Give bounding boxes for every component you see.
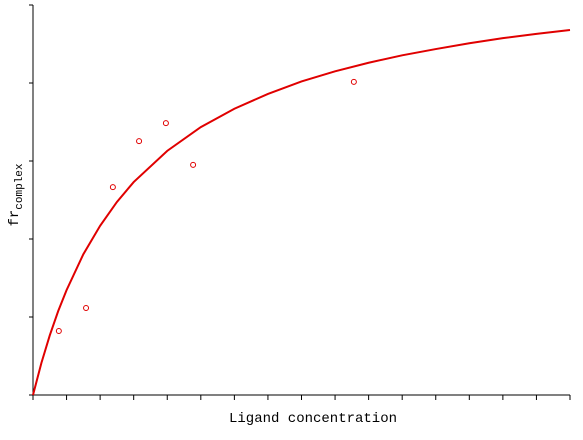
data-point xyxy=(162,120,169,127)
data-point xyxy=(55,328,62,335)
y-label-sub: complex xyxy=(14,163,26,210)
x-axis-label: Ligand concentration xyxy=(229,411,397,427)
y-axis-label: frcomplex xyxy=(7,163,26,226)
fit-curve xyxy=(32,28,571,396)
data-point xyxy=(190,161,197,168)
y-label-main: fr xyxy=(7,210,23,227)
data-point xyxy=(136,138,143,145)
data-point xyxy=(83,305,90,312)
data-point xyxy=(109,184,116,191)
data-point xyxy=(350,78,357,85)
